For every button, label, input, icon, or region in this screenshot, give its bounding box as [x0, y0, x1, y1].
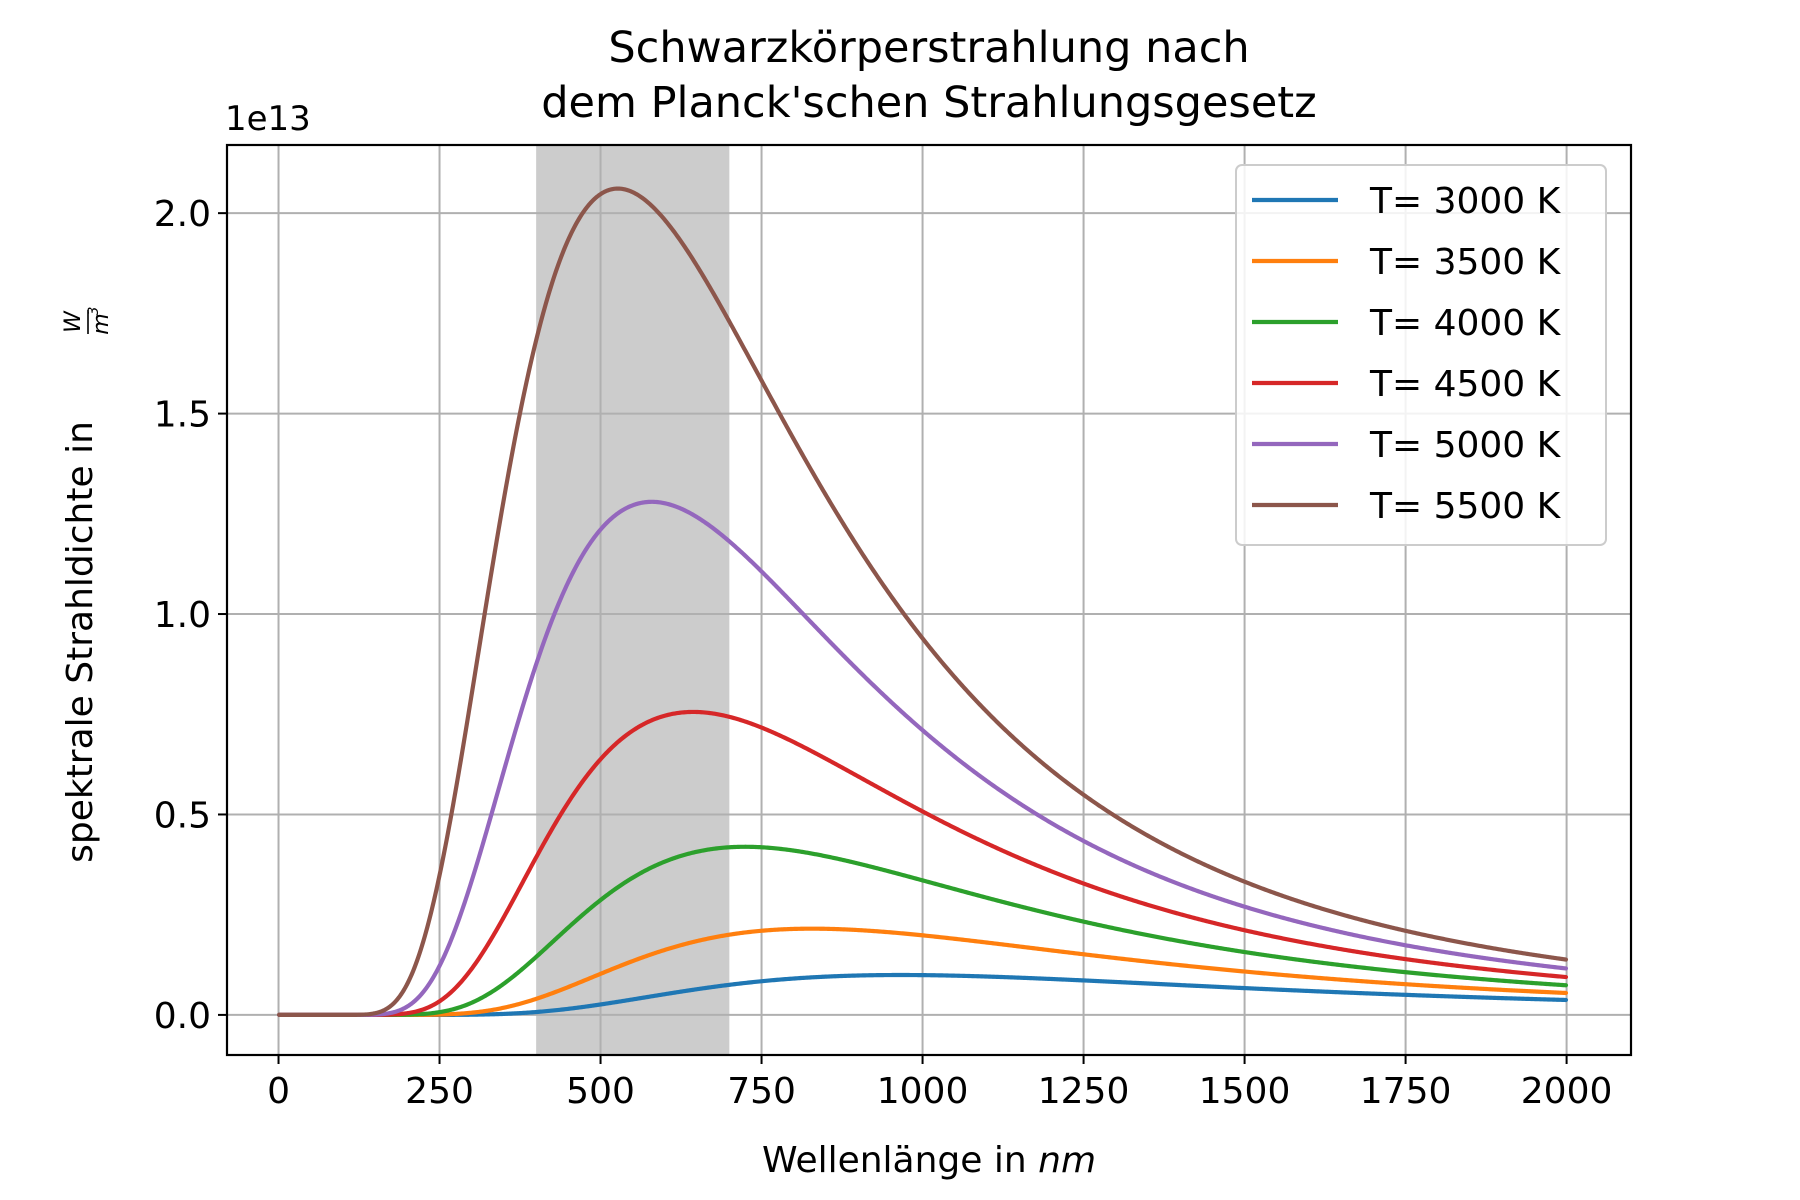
legend-label: T= 4500 K — [1369, 364, 1562, 405]
y-axis-label: spektrale Strahldichte in W m 3 — [60, 307, 114, 863]
series-line — [277, 499, 1569, 1018]
series-line — [277, 186, 1569, 1018]
series-line — [277, 709, 1569, 1018]
x-tick-label: 750 — [727, 1071, 796, 1112]
x-axis-label: Wellenlänge in nm — [762, 1140, 1096, 1181]
y-axis-unit-denominator: m — [89, 313, 114, 334]
legend-label: T= 5000 K — [1369, 425, 1562, 466]
x-tick-label: 2000 — [1521, 1071, 1613, 1112]
legend-label: T= 3500 K — [1369, 242, 1562, 283]
y-axis-unit-numerator: W — [61, 310, 86, 333]
legend-label: T= 5500 K — [1369, 486, 1562, 527]
legend: T= 3000 K T= 3500 K T= 4000 K T= 4500 K T= 5… — [1235, 164, 1607, 546]
legend-label: T= 4000 K — [1369, 303, 1562, 344]
y-tick-label: 2.0 — [154, 194, 211, 235]
y-tick-label: 0.5 — [154, 795, 211, 836]
x-tick-label: 1750 — [1360, 1071, 1452, 1112]
y-axis-label-main: spektrale Strahldichte in — [60, 421, 101, 863]
x-tick-label: 0 — [267, 1071, 290, 1112]
x-tick-label: 1000 — [877, 1071, 969, 1112]
y-axis-unit-exponent: 3 — [86, 307, 102, 316]
plot-frame — [225, 143, 1633, 1057]
axis-ticks: 0 250 500 750 1000 1250 1500 1750 2000 0.0 0.5 1.0 1… — [154, 194, 1613, 1112]
x-tick-label: 250 — [405, 1071, 474, 1112]
chart-title-line-1: Schwarzkörperstrahlung nach — [608, 23, 1249, 73]
series-line — [277, 926, 1569, 1018]
visible-spectrum-band — [536, 145, 730, 1055]
series-line — [277, 844, 1569, 1018]
series-line — [277, 972, 1569, 1018]
x-tick-label: 1500 — [1199, 1071, 1291, 1112]
x-tick-label: 1250 — [1038, 1071, 1130, 1112]
legend-label: T= 3000 K — [1369, 181, 1562, 222]
x-axis-label-main: Wellenlänge in — [762, 1140, 1038, 1181]
y-tick-label: 0.0 — [154, 996, 211, 1037]
y-tick-label: 1.5 — [154, 395, 211, 436]
chart-title-line-2: dem Planck'schen Strahlungsgesetz — [541, 78, 1316, 128]
y-offset-label: 1e13 — [225, 99, 311, 139]
x-tick-label: 500 — [566, 1071, 635, 1112]
curves — [277, 186, 1569, 1018]
y-tick-label: 1.0 — [154, 595, 211, 636]
x-axis-label-unit: nm — [1038, 1140, 1096, 1181]
